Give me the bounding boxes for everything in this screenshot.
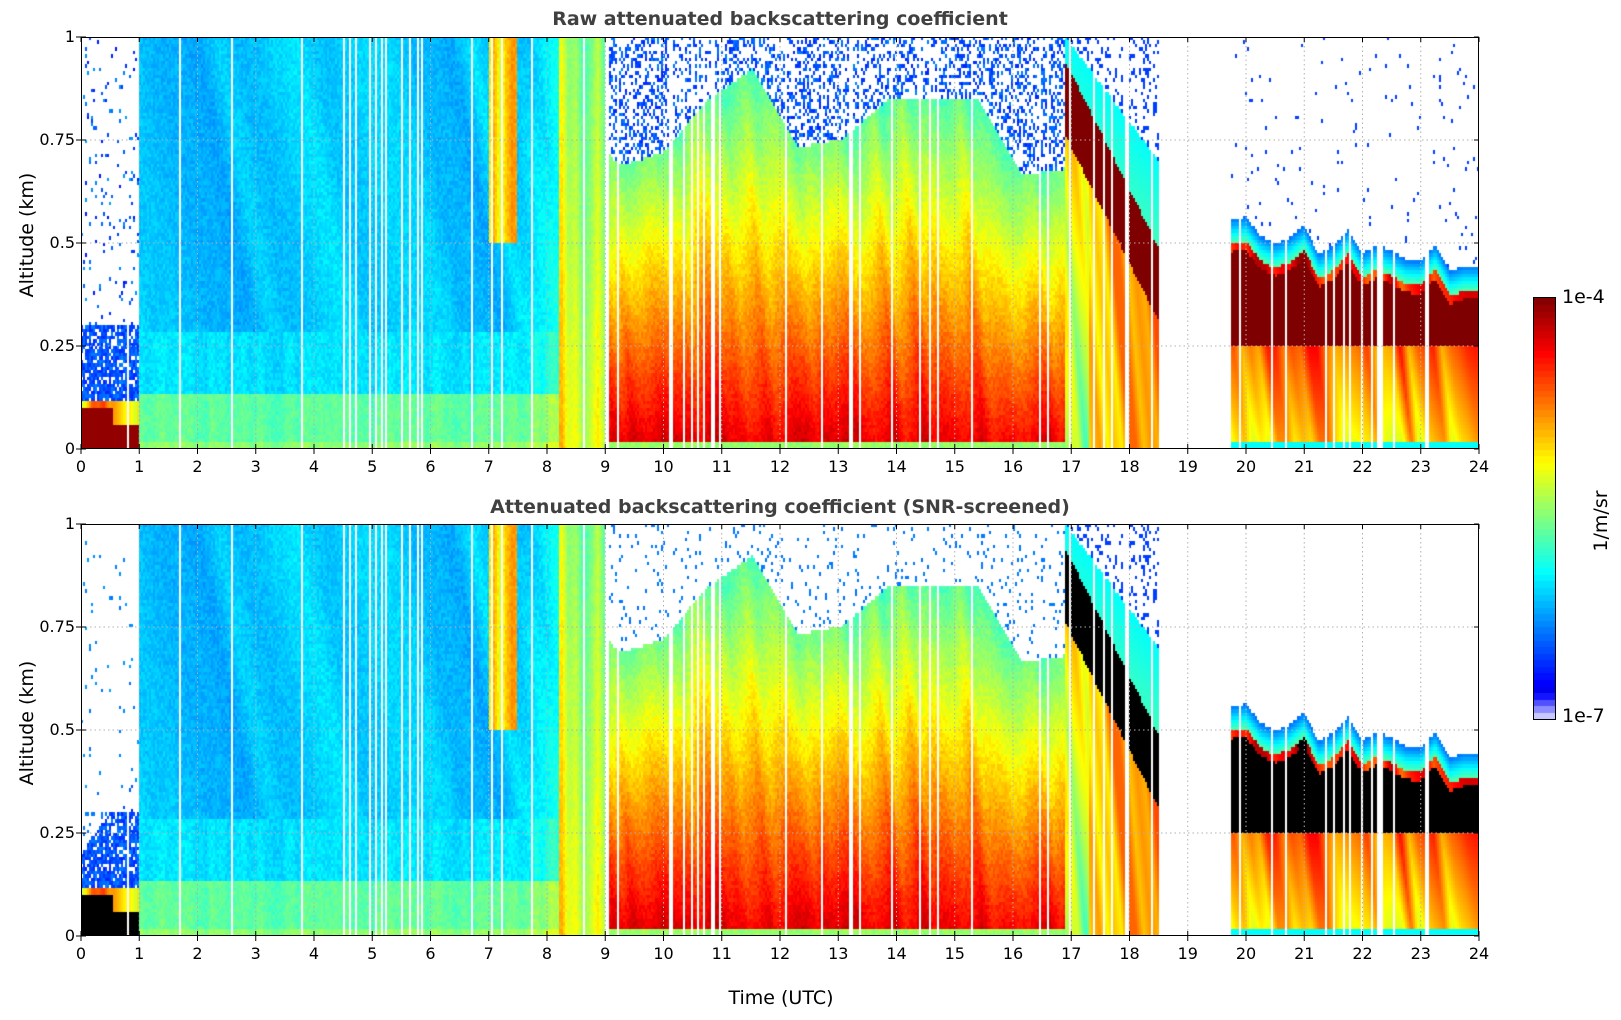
x-tick-label: 3 xyxy=(250,457,261,476)
x-tick-label: 12 xyxy=(769,944,791,963)
x-tick-label: 14 xyxy=(886,457,907,476)
x-tick-label: 24 xyxy=(1468,457,1490,476)
x-tick-label: 18 xyxy=(1119,944,1140,963)
x-tick-label: 23 xyxy=(1410,944,1431,963)
x-tick-label: 20 xyxy=(1235,944,1257,963)
y-tick-label: 0.5 xyxy=(49,720,75,739)
colorbar xyxy=(1533,297,1556,720)
y-tick-label: 0 xyxy=(64,439,75,458)
colorbar-max-label: 1e-4 xyxy=(1562,286,1605,308)
x-tick-label: 10 xyxy=(653,944,674,963)
x-tick-label: 4 xyxy=(308,457,320,476)
colorbar-gradient xyxy=(1534,298,1555,719)
x-tick-label: 16 xyxy=(1002,457,1024,476)
x-tick-label: 6 xyxy=(425,944,436,963)
x-tick-label: 15 xyxy=(944,457,965,476)
x-tick-label: 15 xyxy=(944,944,965,963)
x-tick-label: 19 xyxy=(1177,944,1198,963)
heatmap-axes-screened xyxy=(76,523,1480,941)
x-tick-label: 6 xyxy=(425,457,436,476)
x-tick-label: 21 xyxy=(1294,457,1315,476)
y-tick-label: 1 xyxy=(64,514,75,533)
x-tick-label: 19 xyxy=(1177,457,1198,476)
x-tick-label: 10 xyxy=(653,457,674,476)
x-axis-label: Time (UTC) xyxy=(728,987,834,1009)
x-tick-label: 22 xyxy=(1352,944,1373,963)
y-axis-label-raw: Altitude (km) xyxy=(16,172,38,298)
x-tick-label: 21 xyxy=(1294,944,1315,963)
x-tick-label: 17 xyxy=(1061,457,1082,476)
x-tick-label: 20 xyxy=(1235,457,1257,476)
x-tick-label: 2 xyxy=(192,944,203,963)
x-tick-label: 5 xyxy=(367,944,378,963)
y-tick-label: 0 xyxy=(64,926,75,945)
y-tick-label: 0.25 xyxy=(39,336,75,355)
x-tick-label: 23 xyxy=(1410,457,1431,476)
x-tick-label: 13 xyxy=(828,944,849,963)
grid-screened xyxy=(76,523,1480,941)
x-tick-label: 18 xyxy=(1119,457,1140,476)
x-tick-label: 24 xyxy=(1468,944,1490,963)
x-tick-label: 8 xyxy=(541,457,553,476)
x-tick-label: 17 xyxy=(1061,944,1082,963)
x-tick-label: 9 xyxy=(600,944,611,963)
heatmap-axes-raw xyxy=(76,36,1480,454)
panel-title-screened: Attenuated backscattering coefficient (S… xyxy=(490,496,1070,518)
x-tick-label: 13 xyxy=(828,457,849,476)
x-tick-label: 0 xyxy=(75,457,87,476)
x-tick-label: 8 xyxy=(541,944,553,963)
grid-raw xyxy=(76,36,1480,454)
x-tick-label: 7 xyxy=(483,457,494,476)
y-tick-label: 0.5 xyxy=(49,233,75,252)
x-tick-label: 9 xyxy=(600,457,611,476)
x-tick-label: 3 xyxy=(250,944,261,963)
y-tick-label: 0.25 xyxy=(39,823,75,842)
x-tick-label: 5 xyxy=(367,457,378,476)
x-tick-label: 7 xyxy=(483,944,494,963)
x-tick-label: 2 xyxy=(192,457,203,476)
x-tick-label: 14 xyxy=(886,944,907,963)
y-tick-label: 1 xyxy=(64,27,75,46)
x-tick-label: 1 xyxy=(134,944,145,963)
panel-title-raw: Raw attenuated backscattering coefficien… xyxy=(552,8,1008,30)
x-tick-label: 12 xyxy=(769,457,791,476)
x-tick-label: 11 xyxy=(711,944,732,963)
x-tick-label: 0 xyxy=(75,944,87,963)
x-tick-label: 16 xyxy=(1002,944,1024,963)
colorbar-unit-label: 1/m/sr xyxy=(1590,490,1612,552)
x-tick-label: 1 xyxy=(134,457,145,476)
y-tick-label: 0.75 xyxy=(39,130,75,149)
x-tick-label: 11 xyxy=(711,457,732,476)
x-tick-label: 4 xyxy=(308,944,320,963)
y-axis-label-screened: Altitude (km) xyxy=(16,660,38,786)
colorbar-min-label: 1e-7 xyxy=(1562,705,1605,727)
x-tick-label: 22 xyxy=(1352,457,1373,476)
y-tick-label: 0.75 xyxy=(39,617,75,636)
